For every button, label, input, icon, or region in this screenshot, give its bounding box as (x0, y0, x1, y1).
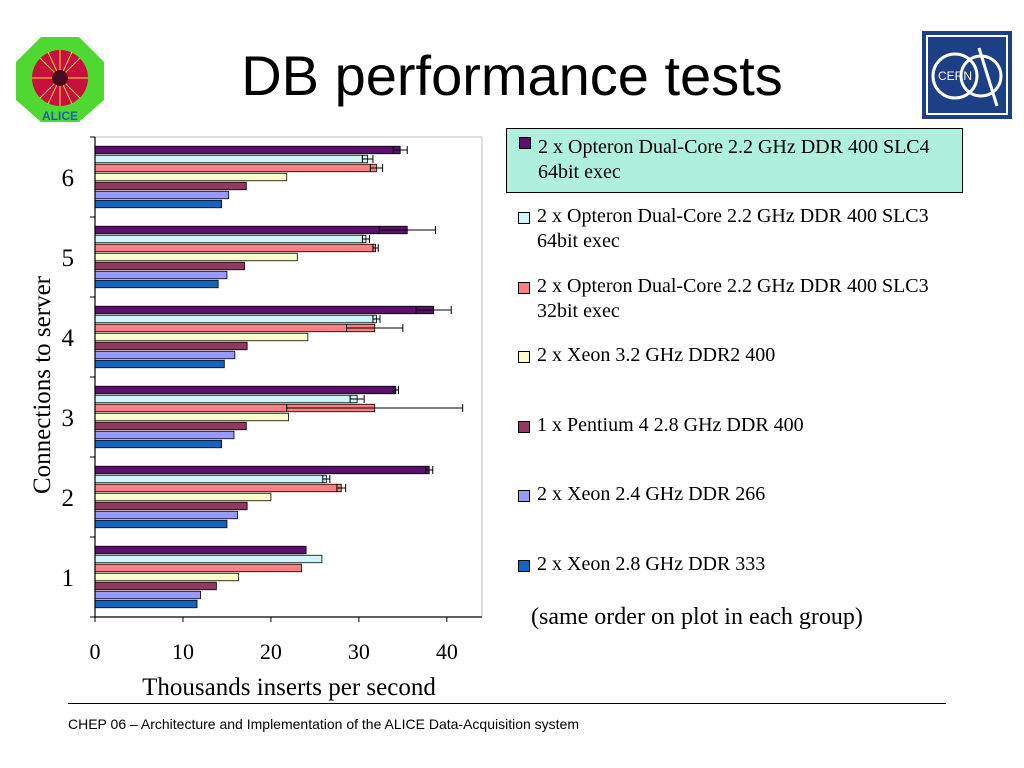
legend-item: 2 x Opteron Dual-Core 2.2 GHz DDR 400 SL… (506, 274, 961, 326)
bar (94, 279, 219, 289)
cern-logo: CERN (922, 31, 1012, 119)
y-tick-label: 2 (62, 485, 75, 512)
x-tick-label: 40 (436, 639, 458, 664)
plot-area (94, 136, 483, 618)
x-tick-label: 30 (348, 639, 370, 664)
legend-item: 2 x Xeon 2.8 GHz DDR 333 (506, 552, 961, 580)
bar (94, 510, 238, 520)
bar (94, 439, 223, 449)
legend-label: 2 x Opteron Dual-Core 2.2 GHz DDR 400 SL… (537, 205, 929, 252)
legend-swatch (519, 137, 531, 149)
legend-swatch (518, 282, 530, 294)
bar (94, 199, 223, 209)
bar (94, 581, 217, 591)
bar (94, 234, 367, 244)
bar (94, 572, 239, 582)
bar-chart: Connections to server Thousands inserts … (29, 136, 483, 701)
x-axis-label: Thousands inserts per second (142, 674, 436, 701)
legend-label: 2 x Xeon 3.2 GHz DDR2 400 (537, 344, 776, 366)
y-tick-label: 5 (62, 245, 75, 272)
alice-logo-text: ALICE (42, 109, 78, 123)
y-tick-label: 4 (62, 325, 75, 352)
bar (94, 359, 225, 369)
legend-item: 2 x Xeon 3.2 GHz DDR2 400 (506, 343, 961, 371)
legend-label: 2 x Opteron Dual-Core 2.2 GHz DDR 400 SL… (537, 275, 929, 322)
bar (94, 172, 288, 182)
bar (94, 563, 303, 573)
x-tick-label: 10 (172, 639, 194, 664)
legend-swatch (518, 212, 530, 224)
x-tick-label: 20 (260, 639, 282, 664)
bar (94, 394, 358, 404)
bar (94, 243, 376, 253)
legend-item: 2 x Opteron Dual-Core 2.2 GHz DDR 400 SL… (506, 204, 961, 256)
bar (94, 474, 327, 484)
bar (94, 252, 298, 262)
legend-swatch (518, 421, 530, 433)
bar (94, 225, 408, 235)
legend-swatch (518, 351, 530, 363)
alice-logo: ALICE (16, 37, 104, 123)
bar (94, 421, 247, 431)
order-note: (same order on plot in each group) (531, 604, 863, 630)
bar (94, 305, 435, 315)
bar (94, 332, 309, 342)
bar (94, 412, 289, 422)
bar (94, 492, 272, 502)
y-tick-label: 3 (62, 405, 75, 432)
legend-label: 2 x Opteron Dual-Core 2.2 GHz DDR 400 SL… (538, 136, 930, 183)
bar (94, 181, 247, 191)
legend-label: 2 x Xeon 2.4 GHz DDR 266 (537, 483, 766, 505)
bar (94, 545, 307, 555)
bar (94, 270, 228, 280)
legend-item: 2 x Xeon 2.4 GHz DDR 266 (506, 482, 961, 510)
bar (94, 519, 228, 529)
bar (94, 599, 198, 609)
bar (94, 501, 248, 511)
bar (94, 163, 377, 173)
legend-label: 1 x Pentium 4 2.8 GHz DDR 400 (537, 414, 804, 436)
y-tick-label: 1 (62, 565, 75, 592)
bar (94, 261, 245, 271)
legend-item: 2 x Opteron Dual-Core 2.2 GHz DDR 400 SL… (506, 128, 963, 193)
legend-swatch (518, 490, 530, 502)
footer-divider (68, 703, 946, 704)
bar (94, 145, 401, 155)
bar (94, 554, 323, 564)
y-axis-label: Connections to server (29, 275, 56, 494)
cern-logo-text: CERN (938, 69, 972, 83)
legend-item: 1 x Pentium 4 2.8 GHz DDR 400 (506, 413, 961, 441)
y-tick-label: 6 (62, 165, 75, 192)
legend-swatch (518, 560, 530, 572)
bar (94, 385, 397, 395)
bar (94, 190, 230, 200)
bar (94, 341, 248, 351)
bar (94, 590, 201, 600)
bar (94, 154, 369, 164)
slide-title: DB performance tests (241, 44, 783, 107)
bar (94, 323, 376, 333)
bar (94, 483, 342, 493)
legend-label: 2 x Xeon 2.8 GHz DDR 333 (537, 553, 766, 575)
bar (94, 465, 430, 475)
bar (94, 314, 377, 324)
footer-text: CHEP 06 – Architecture and Implementatio… (68, 716, 579, 732)
bar (94, 350, 236, 360)
x-tick-label: 0 (90, 639, 101, 664)
bar (94, 430, 235, 440)
